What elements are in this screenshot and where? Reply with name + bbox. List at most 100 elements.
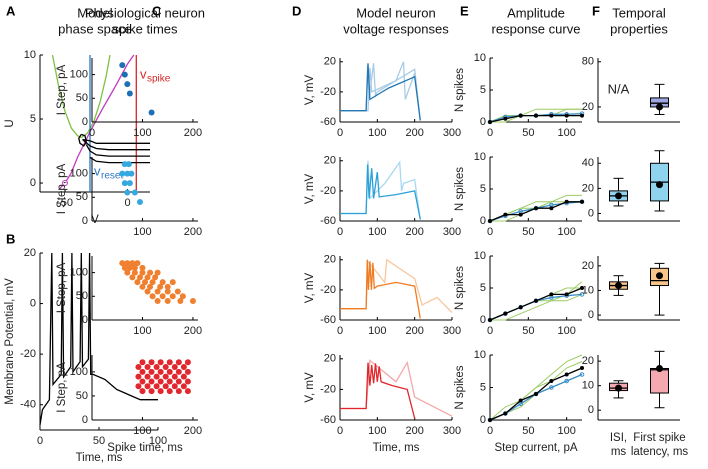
scatter-point	[162, 383, 169, 390]
scatter-point	[128, 170, 135, 177]
panel-title: Model neuron	[356, 5, 436, 20]
panel-title: Model	[77, 5, 113, 20]
scatter-point	[177, 298, 184, 305]
scatter-point	[135, 373, 142, 380]
y-tick-label: 20	[582, 182, 594, 194]
data-line	[340, 258, 453, 313]
scatter-point	[131, 269, 138, 276]
box-mean	[615, 192, 622, 200]
panel-title: voltage responses	[343, 21, 449, 36]
x-tick-label: 0	[89, 127, 95, 139]
y-tick-label: 20	[324, 353, 336, 365]
y-tick-label: 5	[480, 84, 486, 96]
scatter-point	[136, 274, 143, 281]
scatter-point	[157, 378, 164, 385]
y-tick-label: -20	[320, 383, 336, 395]
scatter-point	[189, 298, 196, 305]
scatter-point	[131, 189, 138, 196]
panel-label: F	[592, 3, 600, 18]
y-tick-label: 0	[588, 207, 594, 219]
point-marker	[534, 298, 538, 303]
data-line	[85, 144, 150, 157]
scatter-point	[139, 368, 146, 375]
scatter-point	[171, 373, 178, 380]
y-tick-label: 0	[30, 177, 36, 189]
y-tick-label: 100	[70, 68, 88, 80]
data-line	[489, 354, 583, 421]
point-marker	[488, 219, 492, 223]
annotation: v	[140, 66, 147, 81]
point-marker	[564, 199, 569, 204]
y-tick-label: 10	[582, 284, 594, 296]
y-tick-label: -60	[320, 215, 336, 227]
scatter-point	[154, 298, 161, 305]
x-tick-label: 300	[443, 325, 461, 337]
x-tick-label: 200	[184, 226, 202, 238]
scatter-point	[157, 283, 164, 290]
x-tick-label: 100	[557, 127, 575, 139]
data-line	[340, 164, 421, 220]
scatter-point	[119, 62, 126, 69]
scatter-point	[164, 283, 171, 290]
annotation-subscript: reset	[101, 171, 123, 182]
y-tick-label: 5	[30, 113, 36, 125]
data-line	[340, 61, 421, 121]
scatter-point	[139, 378, 146, 385]
scatter-point	[148, 368, 155, 375]
scatter-point	[124, 189, 131, 196]
panel-label: A	[6, 3, 16, 18]
scatter-point	[175, 388, 182, 395]
scatter-point	[139, 283, 146, 290]
panel-title: phase space	[58, 21, 132, 36]
y-tick-label: 0	[82, 314, 88, 326]
y-tick-label: 50	[76, 390, 88, 402]
x-axis-label: Time, ms	[373, 442, 420, 454]
x-tick-label: 50	[522, 226, 534, 238]
y-axis-label: I Step, pA	[56, 163, 68, 214]
scatter-point	[124, 269, 131, 276]
scatter-point	[121, 71, 128, 78]
y-tick-label: 20	[582, 260, 594, 272]
y-tick-label: 20	[324, 155, 336, 167]
y-axis-label: N spikes	[454, 365, 466, 409]
scatter-point	[159, 279, 166, 286]
panel-title: spike times	[112, 21, 178, 36]
scatter-point	[184, 368, 191, 375]
data-line	[489, 361, 583, 421]
point-marker	[549, 379, 554, 383]
point-marker	[580, 366, 584, 370]
y-axis-label: N spikes	[454, 266, 466, 310]
point-marker	[564, 372, 569, 377]
x-tick-label: 0	[487, 127, 493, 139]
point-marker	[518, 305, 523, 310]
scatter-point	[134, 260, 141, 267]
data-line	[340, 160, 421, 220]
scatter-point	[139, 264, 146, 271]
data-line	[340, 359, 453, 417]
x-axis-label: V	[91, 214, 99, 226]
scatter-point	[124, 81, 131, 88]
y-tick-label: 50	[76, 92, 88, 104]
scatter-point	[134, 279, 141, 286]
scatter-point	[119, 170, 126, 177]
point-marker	[534, 113, 538, 118]
x-tick-label: 100	[149, 435, 167, 447]
x-tick-label: 300	[443, 226, 461, 238]
scatter-point	[164, 298, 171, 305]
x-tick-label: 200	[184, 127, 202, 139]
x-tick-label: 100	[133, 425, 151, 437]
y-axis-label: U	[4, 119, 16, 127]
scatter-point	[129, 260, 136, 267]
y-tick-label: -20	[20, 348, 36, 360]
x-tick-label: 50	[522, 325, 534, 337]
x-tick-label: 100	[557, 425, 575, 437]
x-tick-label: 50	[522, 127, 534, 139]
scatter-point	[164, 288, 171, 295]
x-axis-label: Time, ms	[76, 452, 123, 464]
point-marker	[549, 206, 554, 211]
point-marker	[580, 113, 584, 118]
y-tick-label: 0	[82, 414, 88, 426]
point-marker	[503, 212, 508, 217]
x-tick-label: 200	[405, 127, 423, 139]
data-line	[89, 156, 150, 164]
